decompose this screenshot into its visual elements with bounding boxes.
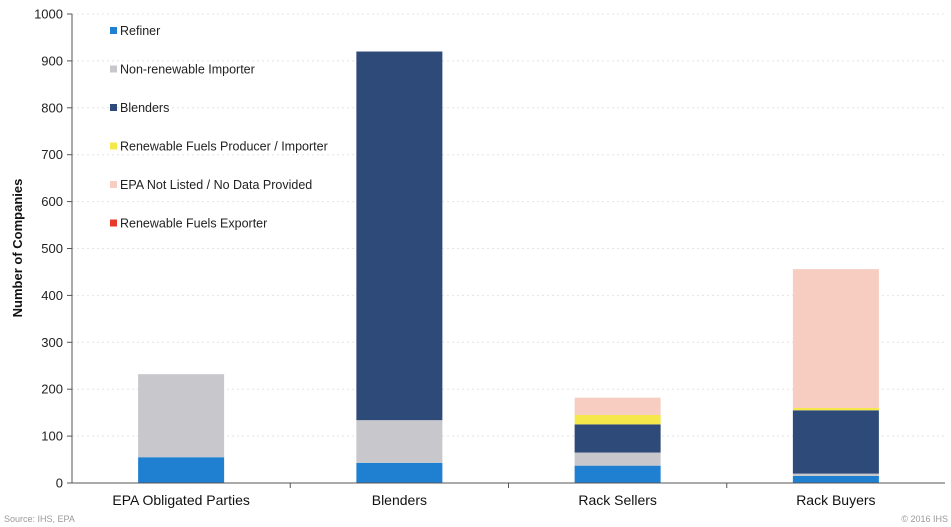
y-tick-label: 900	[41, 53, 63, 68]
y-tick-label: 800	[41, 100, 63, 115]
bar-segment	[792, 475, 879, 483]
legend-label: Non-renewable Importer	[120, 63, 255, 77]
bar-segment	[792, 410, 879, 474]
x-tick-label: Blenders	[372, 492, 427, 508]
legend-swatch	[110, 142, 117, 150]
y-tick-label: 100	[41, 429, 63, 444]
bar-segment	[792, 407, 879, 411]
legend-swatch	[110, 104, 117, 111]
x-tick-label: Rack Sellers	[578, 492, 657, 508]
source-note: Source: IHS, EPA	[4, 514, 75, 524]
bar-segment	[574, 397, 661, 415]
x-tick-label: EPA Obligated Parties	[112, 492, 249, 508]
bar-segment	[792, 473, 879, 476]
legend-label: Renewable Fuels Producer / Importer	[120, 140, 328, 154]
y-tick-label: 500	[41, 241, 63, 256]
bar-segment	[574, 452, 661, 466]
bar-segment	[356, 51, 443, 421]
bar-segment	[356, 420, 443, 463]
bar-segment	[574, 424, 661, 453]
y-tick-label: 400	[41, 288, 63, 303]
y-tick-labels: 0 100 200 300 400 500 600 700 800 900 1000	[34, 7, 72, 491]
y-tick-label: 300	[41, 335, 63, 350]
y-tick-label: 0	[56, 476, 63, 491]
y-tick-label: 700	[41, 147, 63, 162]
legend-swatch	[110, 181, 117, 188]
bar-segment	[138, 374, 225, 458]
x-tick-label: Rack Buyers	[796, 492, 875, 508]
y-tick-label: 1000	[34, 7, 63, 22]
legend-label: EPA Not Listed / No Data Provided	[120, 178, 312, 192]
bar-segment	[574, 414, 661, 425]
legend-swatch	[110, 27, 117, 34]
copyright-note: © 2016 IHS	[901, 514, 948, 524]
gridlines	[72, 13, 945, 437]
x-tick-labels: EPA Obligated Parties Blenders Rack Seller…	[112, 483, 876, 508]
legend: Refiner Non-renewable Importer Blenders Ren…	[110, 24, 328, 231]
bars	[138, 51, 879, 483]
y-axis-label: Number of Companies	[10, 179, 25, 318]
bar-segment	[138, 457, 225, 483]
legend-label: Blenders	[120, 101, 169, 115]
legend-label: Refiner	[120, 24, 160, 38]
legend-swatch	[110, 65, 117, 73]
bar-segment	[574, 465, 661, 483]
legend-label: Renewable Fuels Exporter	[120, 217, 267, 231]
y-tick-label: 600	[41, 194, 63, 209]
bar-segment	[792, 269, 879, 408]
y-tick-label: 200	[41, 382, 63, 397]
bar-segment	[356, 462, 443, 483]
legend-swatch	[110, 219, 117, 227]
